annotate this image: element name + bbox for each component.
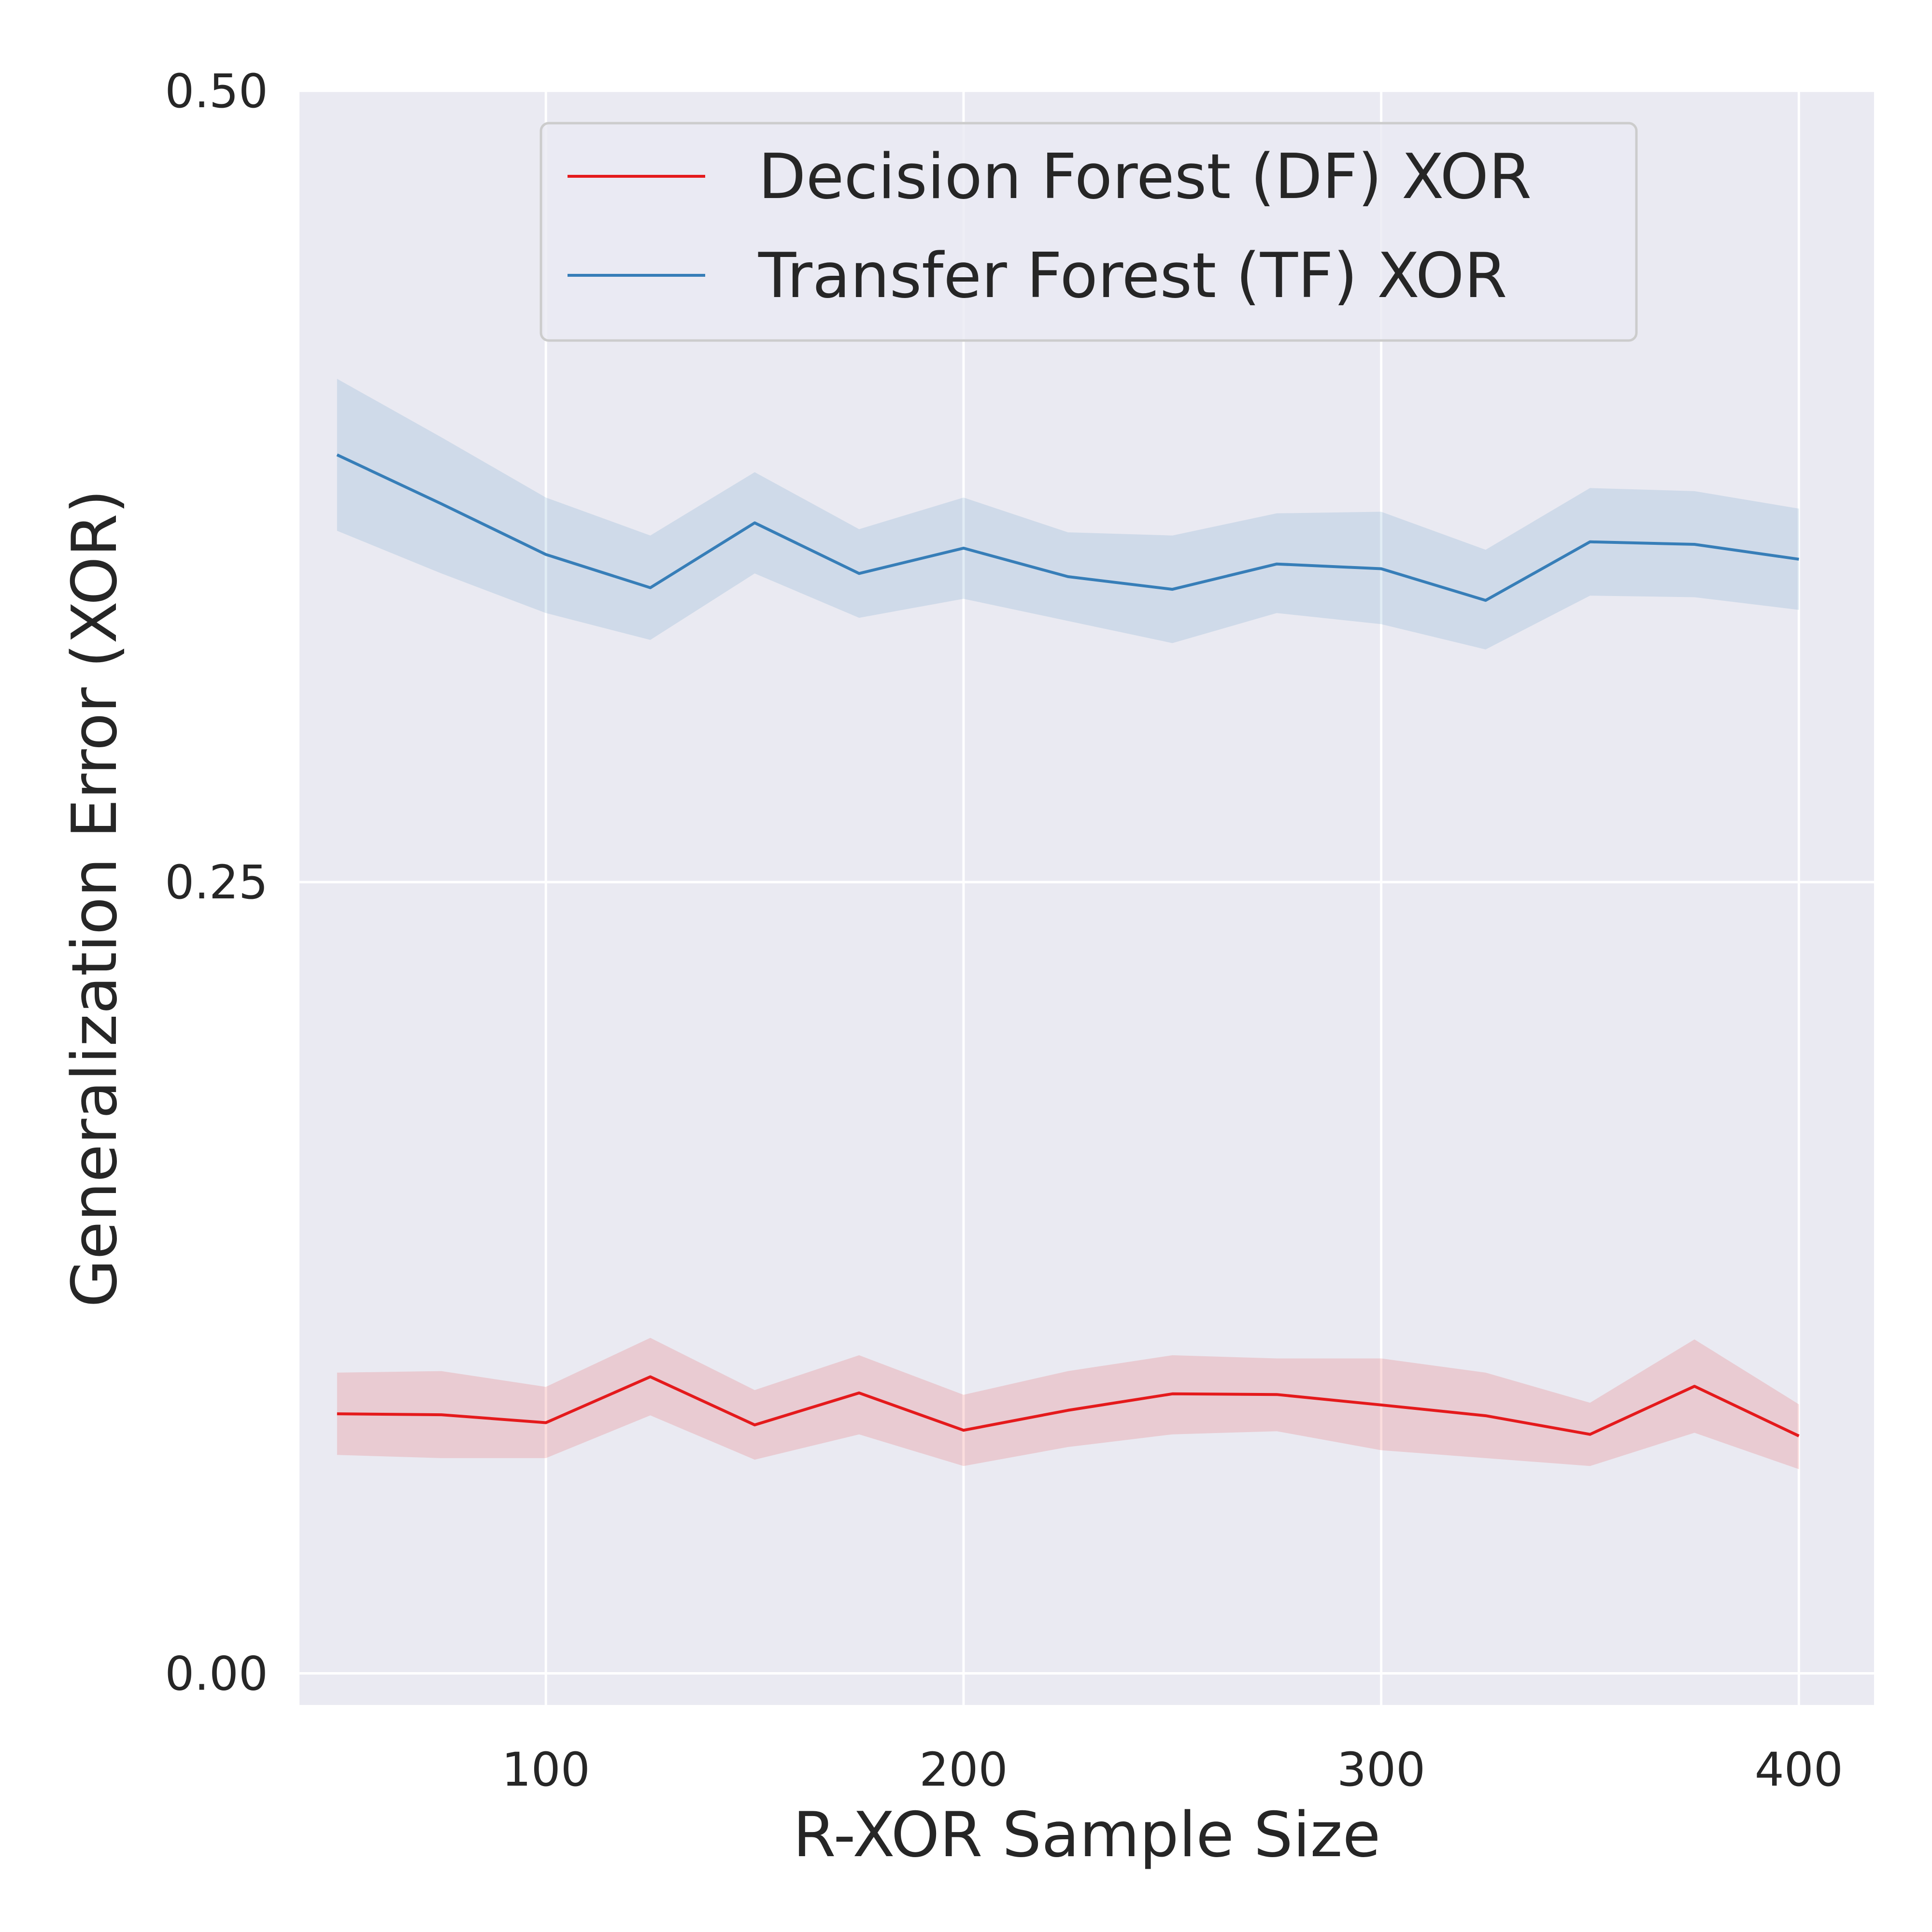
y-axis-label: Generalization Error (XOR) [59,489,131,1307]
y-tick-label-0.50: 0.50 [165,64,268,118]
legend-frame [540,122,1638,342]
y-tick-label-0.00: 0.00 [165,1647,268,1701]
x-tick-label-400: 400 [1755,1743,1843,1797]
grid [299,89,1874,1705]
legend: Decision Forest (DF) XOR Transfer Forest… [540,122,1638,342]
line-decision-forest-df-xor [337,1375,1800,1437]
x-tick-label-300: 300 [1337,1743,1425,1797]
band-transfer-forest-tf-xor [337,379,1799,650]
series-lines [336,453,1800,1437]
x-tick-label-200: 200 [919,1743,1008,1797]
y-tick-labels: 0.00 0.25 0.50 [165,64,268,1701]
plot-area [299,91,1874,1705]
x-tick-labels: 100 200 300 400 [502,1743,1843,1797]
x-tick-label-100: 100 [502,1743,590,1797]
confidence-bands [337,379,1799,1469]
band-decision-forest-df-xor [337,1337,1799,1469]
y-tick-label-0.25: 0.25 [165,855,268,909]
x-axis-label: R-XOR Sample Size [793,1799,1381,1871]
legend-label-transfer-forest: Transfer Forest (TF) XOR [758,240,1507,312]
legend-label-decision-forest: Decision Forest (DF) XOR [758,141,1532,213]
line-transfer-forest-tf-xor [336,453,1799,602]
